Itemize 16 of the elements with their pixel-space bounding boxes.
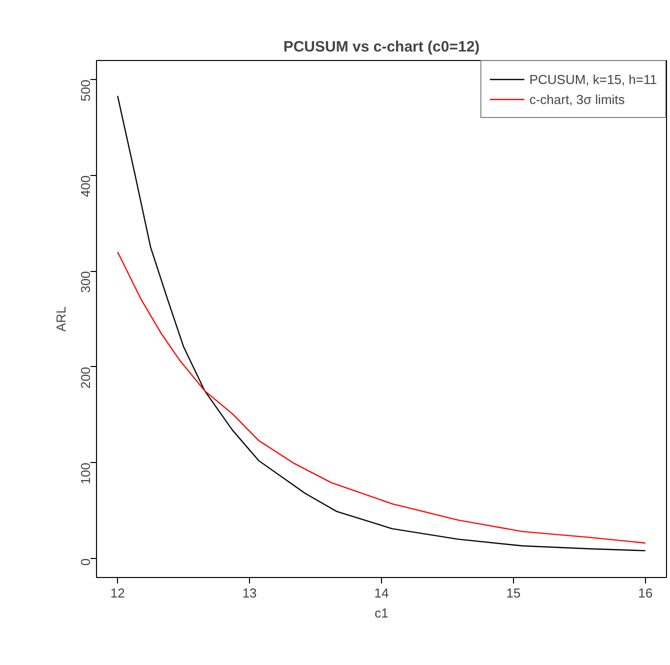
x-tick-label: 12 (110, 586, 125, 600)
y-tick-label: 100 (78, 462, 93, 484)
x-tick-label: 15 (506, 586, 521, 600)
x-tick-label: 14 (374, 586, 389, 600)
chart-title: PCUSUM vs c-chart (c0=12) (283, 38, 480, 56)
y-tick-label: 0 (78, 558, 93, 566)
y-tick-label: 300 (78, 271, 93, 293)
x-axis-title: c1 (374, 606, 388, 620)
y-axis-title: ARL (54, 306, 68, 332)
y-tick-label: 200 (78, 366, 93, 389)
legend-label: c-chart, 3σ limits (529, 92, 625, 106)
x-tick-label: 16 (638, 586, 653, 600)
legend-label: PCUSUM, k=15, h=11 (529, 72, 657, 86)
y-tick-label: 400 (78, 175, 93, 198)
x-tick-label: 13 (242, 586, 257, 600)
y-tick-label: 500 (78, 80, 93, 102)
